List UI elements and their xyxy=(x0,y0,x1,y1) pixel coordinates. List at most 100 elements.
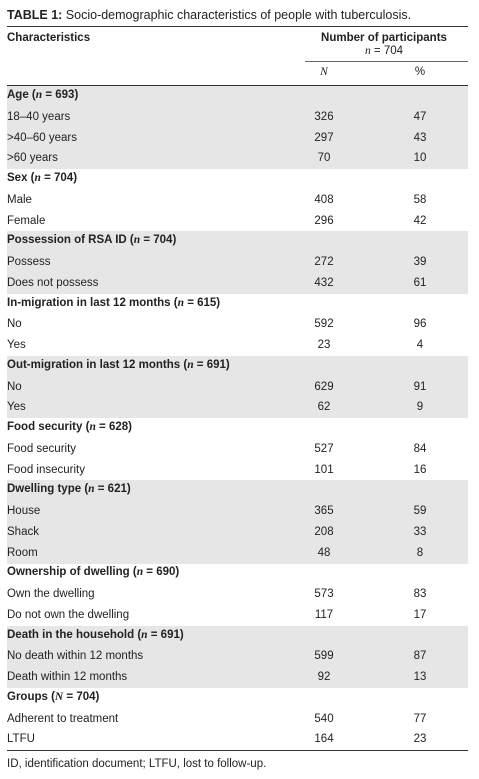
cell-pct: 13 xyxy=(413,671,427,683)
title-part: Ownership of dwelling ( xyxy=(7,566,137,579)
title-part: = 691) xyxy=(193,358,230,371)
data-row: Yes 23 4 xyxy=(7,335,468,356)
cell-n: 297 xyxy=(314,131,334,144)
data-row: LTFU 164 23 xyxy=(7,729,468,750)
cell-pct: 96 xyxy=(413,318,427,331)
title-part: Possession of RSA ID ( xyxy=(7,234,134,247)
n-value: = 704 xyxy=(370,45,404,57)
cell-pct: 91 xyxy=(413,380,427,393)
title-part: Out-migration in last 12 months ( xyxy=(7,358,188,371)
row-label: Shack xyxy=(7,525,39,538)
data-row: Adherent to treatment 540 77 xyxy=(7,709,468,730)
data-row: No 592 96 xyxy=(7,314,468,335)
row-label: Food insecurity xyxy=(7,463,85,476)
cell-n: 365 xyxy=(314,505,334,517)
group-title: Ownership of dwelling (n = 690) xyxy=(7,566,179,578)
row-label: Does not possess xyxy=(7,276,99,289)
group-title: Death in the household (n = 691) xyxy=(7,629,184,641)
rule xyxy=(7,26,468,27)
cell-n: 48 xyxy=(317,546,331,559)
group-row: Age (n = 693) xyxy=(7,86,468,107)
cell-n: 208 xyxy=(314,525,334,538)
cell-pct: 59 xyxy=(413,505,427,517)
row-label: No xyxy=(7,318,22,331)
row-label: Food security xyxy=(7,442,77,455)
cell-n: 592 xyxy=(314,318,334,331)
title-part: n xyxy=(35,89,43,101)
title-part: Death in the household ( xyxy=(7,628,142,641)
cell-n: 164 xyxy=(314,733,334,746)
row-label: >40–60 years xyxy=(7,131,78,144)
data-row: Food insecurity 101 16 xyxy=(7,460,468,481)
title-part: n xyxy=(89,421,96,433)
group-title: Sex (n = 704) xyxy=(7,172,77,184)
group-title: Food security (n = 628) xyxy=(7,421,132,433)
cell-pct: 39 xyxy=(413,256,427,268)
data-row: >40–60 years 297 43 xyxy=(7,127,468,149)
title-part: n xyxy=(133,234,141,247)
title-part: In-migration in last 12 months ( xyxy=(7,296,178,309)
group-title: Groups (N = 704) xyxy=(7,691,99,703)
data-row: Shack 208 33 xyxy=(7,521,468,543)
row-label: Male xyxy=(7,193,32,206)
group-row: Death in the household (n = 691) xyxy=(7,625,468,647)
rule xyxy=(305,61,468,62)
data-row: Does not possess 432 61 xyxy=(7,272,468,294)
row-label: Room xyxy=(7,546,38,559)
row-label: Death within 12 months xyxy=(7,671,128,683)
cell-pct: 4 xyxy=(416,339,424,351)
data-row: No 629 91 xyxy=(7,376,468,398)
cell-n: 629 xyxy=(314,380,334,393)
title-part: Age ( xyxy=(7,89,36,101)
cell-pct: 16 xyxy=(413,463,427,476)
cell-n: 92 xyxy=(317,671,331,683)
cell-pct: 8 xyxy=(416,546,424,559)
header-participants: Number of participants xyxy=(321,32,447,44)
cell-n: 296 xyxy=(314,214,334,227)
header-participants-n: n = 704 xyxy=(300,45,468,57)
title-part: n xyxy=(88,483,95,496)
cell-n: 573 xyxy=(314,588,334,600)
cell-n: 101 xyxy=(314,463,334,476)
cell-pct: 58 xyxy=(413,193,427,206)
title-part: Dwelling type ( xyxy=(7,483,89,496)
row-label: Yes xyxy=(7,401,26,414)
title-part: Sex ( xyxy=(7,172,35,184)
cell-n: 23 xyxy=(317,339,331,351)
row-label: No xyxy=(7,380,22,393)
row-label: Own the dwelling xyxy=(7,588,95,600)
cell-n: 272 xyxy=(314,256,334,268)
cell-pct: 42 xyxy=(413,214,427,227)
title-part: = 691) xyxy=(147,628,184,641)
data-row: 18–40 years 326 47 xyxy=(7,106,468,128)
caption-text: Socio-demographic characteristics of peo… xyxy=(62,8,412,22)
row-label: 18–40 years xyxy=(7,110,71,123)
group-row: Food security (n = 628) xyxy=(7,418,468,439)
row-label: House xyxy=(7,505,41,517)
footnote: ID, identification document; LTFU, lost … xyxy=(7,758,267,770)
cell-n: 599 xyxy=(314,650,334,663)
row-label: Female xyxy=(7,214,46,227)
cell-n: 408 xyxy=(314,193,334,206)
row-label: Yes xyxy=(7,339,26,351)
cell-pct: 17 xyxy=(413,608,427,621)
title-part: n xyxy=(141,628,148,641)
cell-n: 540 xyxy=(314,712,334,725)
data-row: Food security 527 84 xyxy=(7,439,468,460)
cell-n: 117 xyxy=(314,608,334,621)
row-label: Do not own the dwelling xyxy=(7,608,130,621)
rule xyxy=(7,85,468,86)
row-label: Possess xyxy=(7,256,51,268)
cell-pct: 87 xyxy=(413,650,427,663)
title-part: = 690) xyxy=(143,566,180,579)
n-symbol: n xyxy=(364,45,371,57)
data-row: Death within 12 months 92 13 xyxy=(7,667,468,688)
data-row: No death within 12 months 599 87 xyxy=(7,646,468,668)
title-part: n xyxy=(136,566,144,579)
title-part: Groups ( xyxy=(7,690,55,703)
cell-pct: 47 xyxy=(413,110,427,123)
cell-pct: 84 xyxy=(413,442,427,455)
data-row: Male 408 58 xyxy=(7,190,468,211)
title-part: = 704) xyxy=(63,690,100,703)
